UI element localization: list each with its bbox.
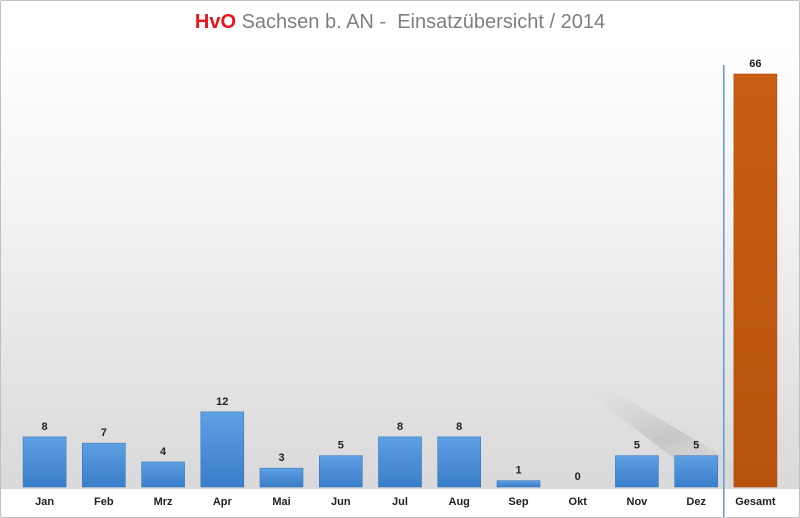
bar-mrz (141, 461, 185, 488)
data-label-mai: 3 (278, 452, 284, 464)
labels-layer: 8 7 4 12 3 5 8 8 1 0 5 5 66 (42, 58, 762, 483)
data-label-feb: 7 (101, 427, 107, 439)
data-label-aug: 8 (456, 421, 462, 433)
bar-apr (200, 411, 245, 488)
chart-title: HvO Sachsen b. AN - Einsatzübersicht / 2… (1, 11, 799, 34)
ticks-layer: Jan Feb Mrz Apr Mai Jun Jul Aug Sep Okt Nov Dez Gesa… (35, 65, 776, 517)
data-label-jan: 8 (42, 421, 48, 433)
data-label-apr: 12 (216, 396, 228, 408)
bar-jan (22, 436, 67, 488)
tick-label-jan: Jan (35, 496, 54, 508)
data-label-mrz: 4 (160, 446, 167, 458)
data-label-jun: 5 (338, 440, 344, 452)
bar-jul (378, 436, 422, 488)
tick-label-apr: Apr (213, 496, 233, 508)
tick-label-okt: Okt (569, 496, 588, 508)
bar-nov (615, 455, 659, 488)
data-label-okt: 0 (575, 471, 581, 483)
bar-feb (82, 442, 126, 488)
bar-sep (496, 480, 541, 488)
bars-layer (22, 73, 778, 488)
bar-aug (437, 436, 482, 488)
bar-gesamt (733, 73, 778, 488)
data-label-gesamt: 66 (749, 58, 761, 70)
bar-dez (674, 455, 719, 488)
data-label-jul: 8 (397, 421, 403, 433)
data-label-sep: 1 (515, 465, 521, 477)
tick-label-mrz: Mrz (154, 496, 173, 508)
data-label-nov: 5 (634, 440, 640, 452)
tick-label-jun: Jun (331, 496, 351, 508)
plot-background (1, 41, 799, 489)
tick-label-feb: Feb (94, 496, 114, 508)
data-label-dez: 5 (693, 440, 699, 452)
tick-label-gesamt: Gesamt (735, 496, 776, 508)
bar-jun (318, 455, 363, 488)
tick-label-mai: Mai (272, 496, 290, 508)
tick-label-aug: Aug (449, 496, 470, 508)
chart-title-text: Sachsen b. AN - Einsatzübersicht / 2014 (236, 11, 606, 33)
tick-label-nov: Nov (627, 496, 649, 508)
tick-label-sep: Sep (508, 496, 528, 508)
chart-title-highlight: HvO (194, 11, 237, 33)
tick-label-jul: Jul (392, 496, 408, 508)
tick-label-dez: Dez (686, 496, 706, 508)
bar-mai (259, 467, 304, 488)
